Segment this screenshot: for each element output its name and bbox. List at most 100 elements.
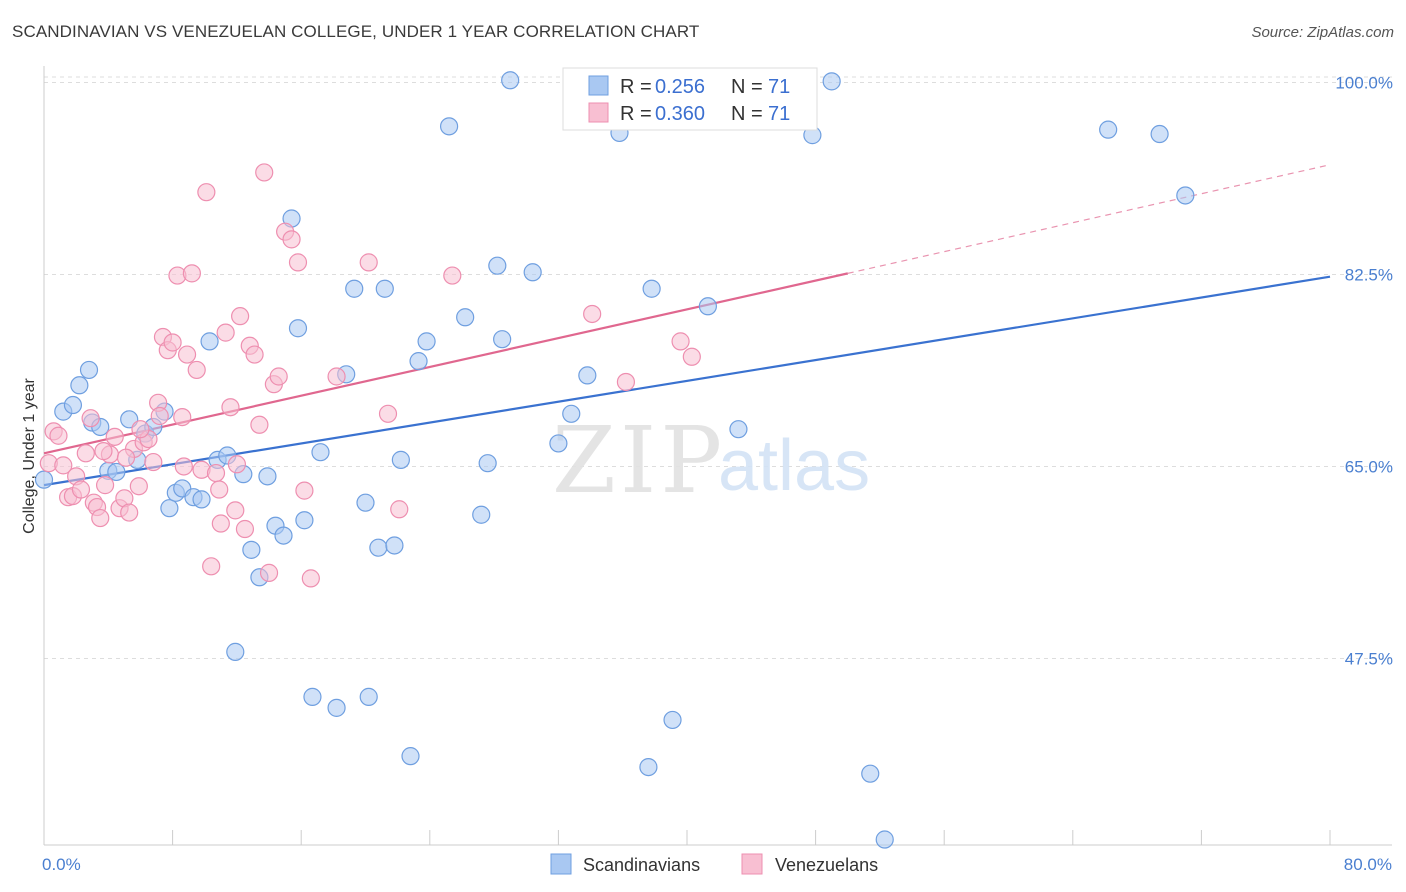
scandinavian-point — [391, 450, 410, 469]
scandinavian-point — [875, 830, 894, 849]
scandinavian-point — [488, 256, 507, 275]
scandinavian-point — [493, 330, 512, 349]
legend-swatch-scandinavians — [588, 75, 609, 96]
venezuelan-point — [163, 333, 182, 352]
venezuelan-point — [301, 569, 320, 588]
scandinavian-point — [523, 263, 542, 282]
scandinavian-point — [226, 642, 245, 661]
scandinavian-point — [456, 308, 475, 327]
scandinavian-point — [642, 279, 661, 298]
scandinavian-point — [439, 117, 459, 136]
venezuelan-point — [129, 477, 148, 496]
legend-r-value: 0.360 — [655, 103, 705, 125]
venezuelan-point — [94, 442, 113, 461]
venezuelan-point — [174, 457, 193, 476]
scandinavian-point — [1176, 186, 1195, 205]
venezuelan-point — [173, 407, 192, 427]
scandinavian-point — [107, 462, 126, 482]
venezuelan-point — [71, 480, 91, 499]
venezuelan-point — [116, 448, 136, 467]
venezuelan-point — [197, 183, 216, 202]
legend-r-label: R = — [620, 76, 652, 98]
y-tick-label: 100.0% — [1335, 73, 1393, 92]
scandinavian-point — [1150, 124, 1169, 144]
scandinavian-point — [385, 536, 404, 555]
venezuelan-point — [216, 323, 235, 342]
y-tick-label: 82.5% — [1345, 265, 1393, 284]
scandinavian-point — [549, 434, 568, 453]
scandinavian-point — [303, 687, 322, 706]
venezuelan-point — [443, 266, 462, 285]
gridlines — [44, 76, 1392, 659]
bottom-legend-label: Venezuelans — [775, 855, 878, 875]
venezuelan-point — [390, 500, 409, 519]
scandinavian-point — [417, 332, 436, 351]
scandinavian-point — [242, 540, 261, 559]
venezuelan-point — [150, 406, 169, 426]
venezuelan-point — [583, 304, 602, 324]
bottom-legend-label: Scandinavians — [583, 855, 700, 875]
scandinavian-point — [160, 499, 179, 518]
venezuelan-point — [378, 404, 398, 423]
venezuelan-point — [91, 508, 110, 528]
scandinavian-point — [311, 443, 330, 462]
scandinavian-point — [861, 764, 880, 783]
source-label: Source: ZipAtlas.com — [1251, 24, 1394, 41]
y-axis-tick-labels: 47.5% 65.0% 82.5% 100.0% — [1335, 73, 1393, 668]
watermark: ZIP atlas — [552, 407, 870, 514]
scandinavian-point — [63, 395, 83, 415]
scandinavian-point — [200, 332, 219, 351]
scandinavian-point — [472, 505, 491, 524]
venezuelan-point — [327, 367, 346, 386]
venezuelan-point — [120, 503, 139, 522]
scandinavian-point — [1099, 120, 1118, 139]
venezuelan-point — [682, 347, 701, 366]
scandinavian-point — [288, 319, 308, 338]
venezuelan-point — [76, 444, 95, 463]
x-axis-tick-labels: 0.0% 80.0% — [42, 855, 1392, 874]
scandinavian-point — [359, 687, 378, 706]
venezuelan-point — [105, 427, 124, 446]
venezuelan-point — [177, 345, 197, 364]
data-points — [34, 71, 1195, 849]
venezuelan-point — [616, 372, 636, 392]
venezuelan-point — [187, 360, 206, 380]
scandinavian-point — [356, 493, 375, 512]
scandinavian-point — [578, 366, 597, 385]
scandinavian-point — [34, 470, 54, 489]
scandinavian-point — [401, 747, 420, 766]
venezuelan-point — [221, 398, 240, 417]
legend-r-value: 0.256 — [655, 76, 705, 98]
watermark-atlas: atlas — [718, 426, 870, 506]
chart-title: SCANDINAVIAN VS VENEZUELAN COLLEGE, UNDE… — [12, 22, 700, 41]
venezuelan-point — [282, 230, 301, 249]
scandinavian-point — [639, 757, 658, 777]
venezuelan-point — [54, 456, 73, 475]
venezuelan-point — [255, 163, 274, 182]
scandinavian-point — [327, 698, 346, 717]
venezuelan-point — [227, 455, 246, 474]
venezuelan-point — [359, 253, 378, 272]
legend-r-label: R = — [620, 103, 652, 125]
scandinavian-point — [295, 511, 314, 530]
venezuelan-point — [235, 519, 255, 539]
trend-line-extension — [847, 164, 1331, 274]
venezuelan-point — [210, 480, 229, 499]
venezuelan-point — [202, 557, 221, 576]
scandinavian-point — [822, 72, 841, 91]
scandinavian-point — [698, 297, 717, 316]
y-axis-label: College, Under 1 year — [21, 378, 38, 534]
venezuelan-point — [226, 501, 245, 520]
scandinavian-point — [369, 538, 388, 557]
bottom-legend-swatch-scandinavians — [550, 853, 572, 875]
legend-n-label: N = — [731, 103, 763, 125]
venezuelan-point — [81, 409, 100, 428]
venezuelan-point — [269, 367, 288, 386]
venezuelan-point — [295, 481, 314, 500]
scandinavian-point — [274, 526, 293, 545]
scandinavian-point — [663, 710, 682, 730]
venezuelan-point — [671, 332, 690, 351]
scandinavian-point — [729, 420, 748, 439]
venezuelan-point — [250, 415, 269, 434]
